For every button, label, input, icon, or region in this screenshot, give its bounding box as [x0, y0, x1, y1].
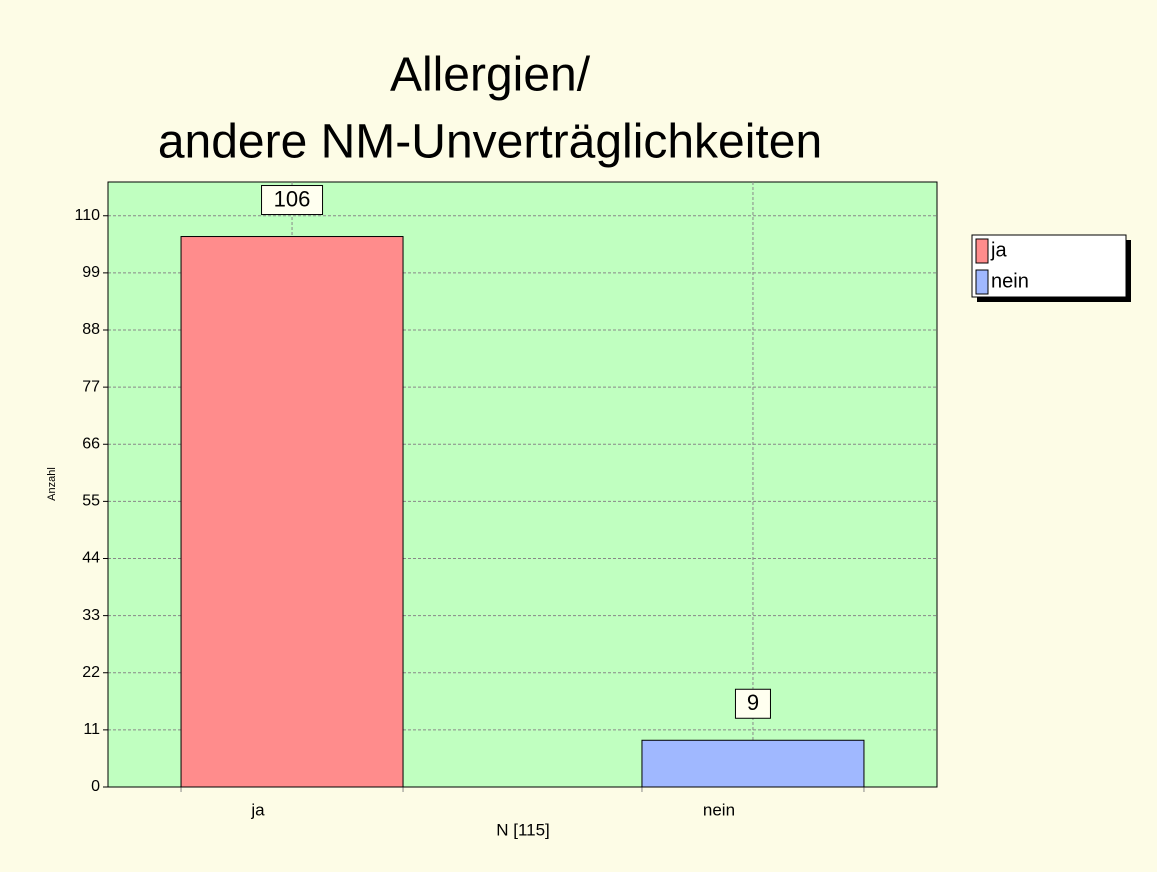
y-tick-label: 88 [82, 321, 100, 338]
value-label: 106 [274, 186, 311, 211]
legend-swatch [975, 269, 989, 295]
y-tick-label: 77 [82, 378, 100, 395]
y-tick-label: 0 [91, 778, 100, 795]
legend [971, 234, 1127, 298]
y-tick-label: 66 [82, 435, 100, 452]
x-tick-label: ja [250, 800, 265, 819]
y-tick-label: 55 [82, 493, 100, 510]
legend-swatch [975, 238, 989, 264]
chart-title: Allergien/ [390, 49, 591, 102]
x-axis-label: N [115] [496, 820, 550, 839]
chart-title: andere NM-Unverträglichkeiten [158, 116, 822, 169]
bar [180, 236, 404, 788]
y-tick-label: 11 [83, 721, 100, 738]
y-tick-label: 33 [82, 607, 100, 624]
legend-label: nein [991, 270, 1029, 292]
x-tick-label: nein [703, 800, 735, 819]
value-label-box [261, 185, 324, 216]
bar [641, 739, 865, 788]
value-label: 9 [747, 690, 759, 715]
value-label-box [734, 688, 771, 719]
y-tick-label: 44 [82, 550, 100, 567]
y-tick-label: 110 [74, 207, 100, 224]
y-axis-label: Anzahl [46, 467, 58, 501]
legend-label: ja [990, 239, 1007, 261]
y-tick-label: 22 [82, 664, 100, 681]
y-tick-label: 99 [82, 264, 100, 281]
